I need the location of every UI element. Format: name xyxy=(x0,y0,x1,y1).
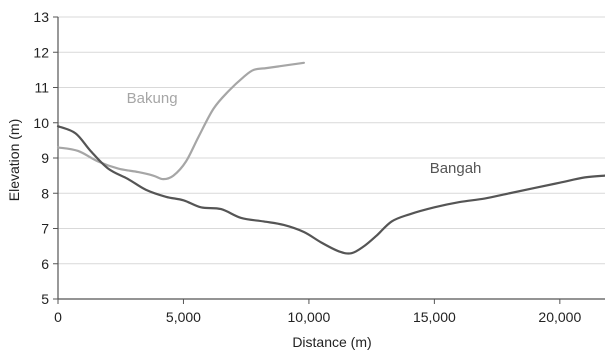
series-line-bakung xyxy=(56,61,305,181)
series-line-bangah xyxy=(56,125,605,255)
axes-layer: 5 6 7 8 9 10 11 12 13 0 5,000 10,000 15,000 20,000 xyxy=(33,9,605,325)
grid-layer xyxy=(58,16,605,265)
x-tick-label: 10,000 xyxy=(288,309,331,325)
x-tick-label: 15,000 xyxy=(413,309,456,325)
y-tick-label: 9 xyxy=(41,150,49,166)
x-tick-label: 20,000 xyxy=(538,309,581,325)
series-label-bangah: Bangah xyxy=(430,160,482,177)
series-layer xyxy=(56,61,605,255)
series-label-bakung: Bakung xyxy=(127,90,178,107)
x-tick-label: 0 xyxy=(54,309,62,325)
y-tick-label: 5 xyxy=(41,291,49,307)
y-tick-label: 10 xyxy=(33,115,49,131)
y-tick-label: 13 xyxy=(33,9,49,25)
y-axis-title: Elevation (m) xyxy=(6,119,22,201)
y-tick-label: 11 xyxy=(34,80,49,96)
labels-layer: Bakung Bangah xyxy=(127,90,482,177)
y-tick-label: 7 xyxy=(41,221,49,237)
y-tick-label: 8 xyxy=(41,185,49,201)
y-tick-label: 12 xyxy=(33,44,49,60)
x-axis-title: Distance (m) xyxy=(292,334,371,350)
y-tick-label: 6 xyxy=(41,256,49,272)
x-tick-label: 5,000 xyxy=(166,309,201,325)
